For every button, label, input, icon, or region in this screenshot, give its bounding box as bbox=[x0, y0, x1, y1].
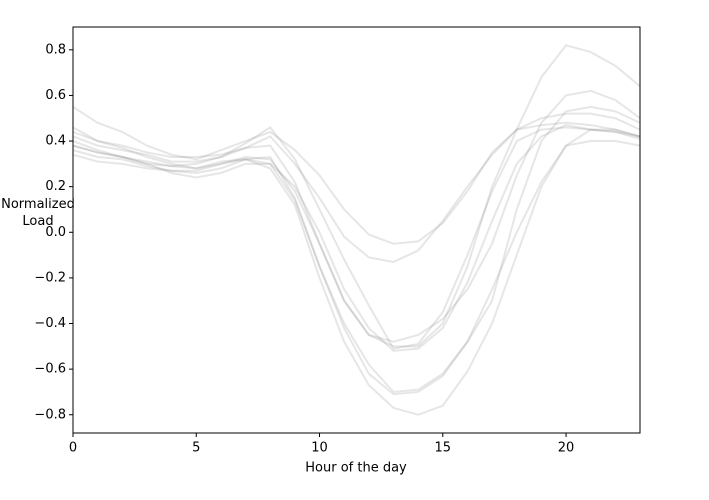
series-line bbox=[72, 128, 641, 396]
series-line bbox=[72, 121, 641, 263]
y-tick-label: 0.6 bbox=[45, 88, 66, 103]
y-tick-label: 0.8 bbox=[45, 42, 66, 57]
plot-frame bbox=[72, 26, 641, 434]
x-tick-label: 0 bbox=[69, 441, 77, 456]
series-line bbox=[72, 126, 641, 350]
series-line bbox=[72, 105, 641, 245]
series-line bbox=[72, 44, 641, 348]
series-line bbox=[72, 140, 641, 416]
series-line bbox=[72, 124, 641, 352]
y-tick-label: −0.2 bbox=[34, 270, 66, 285]
y-axis-label: Normalized Load bbox=[1, 197, 75, 229]
y-tick-label: 0.2 bbox=[45, 179, 66, 194]
x-tick-label: 15 bbox=[435, 441, 452, 456]
y-tick-label: −0.4 bbox=[34, 316, 66, 331]
y-tick-label: 0.4 bbox=[45, 134, 66, 149]
y-tick-label: −0.6 bbox=[34, 362, 66, 377]
x-tick-label: 5 bbox=[192, 441, 200, 456]
x-tick-label: 20 bbox=[558, 441, 575, 456]
y-tick-label: 0.0 bbox=[45, 225, 66, 240]
y-tick-label: −0.8 bbox=[34, 407, 66, 422]
x-tick-label: 10 bbox=[311, 441, 328, 456]
series-line bbox=[72, 89, 641, 343]
x-axis-label: Hour of the day bbox=[305, 461, 407, 476]
series-line bbox=[72, 105, 641, 393]
